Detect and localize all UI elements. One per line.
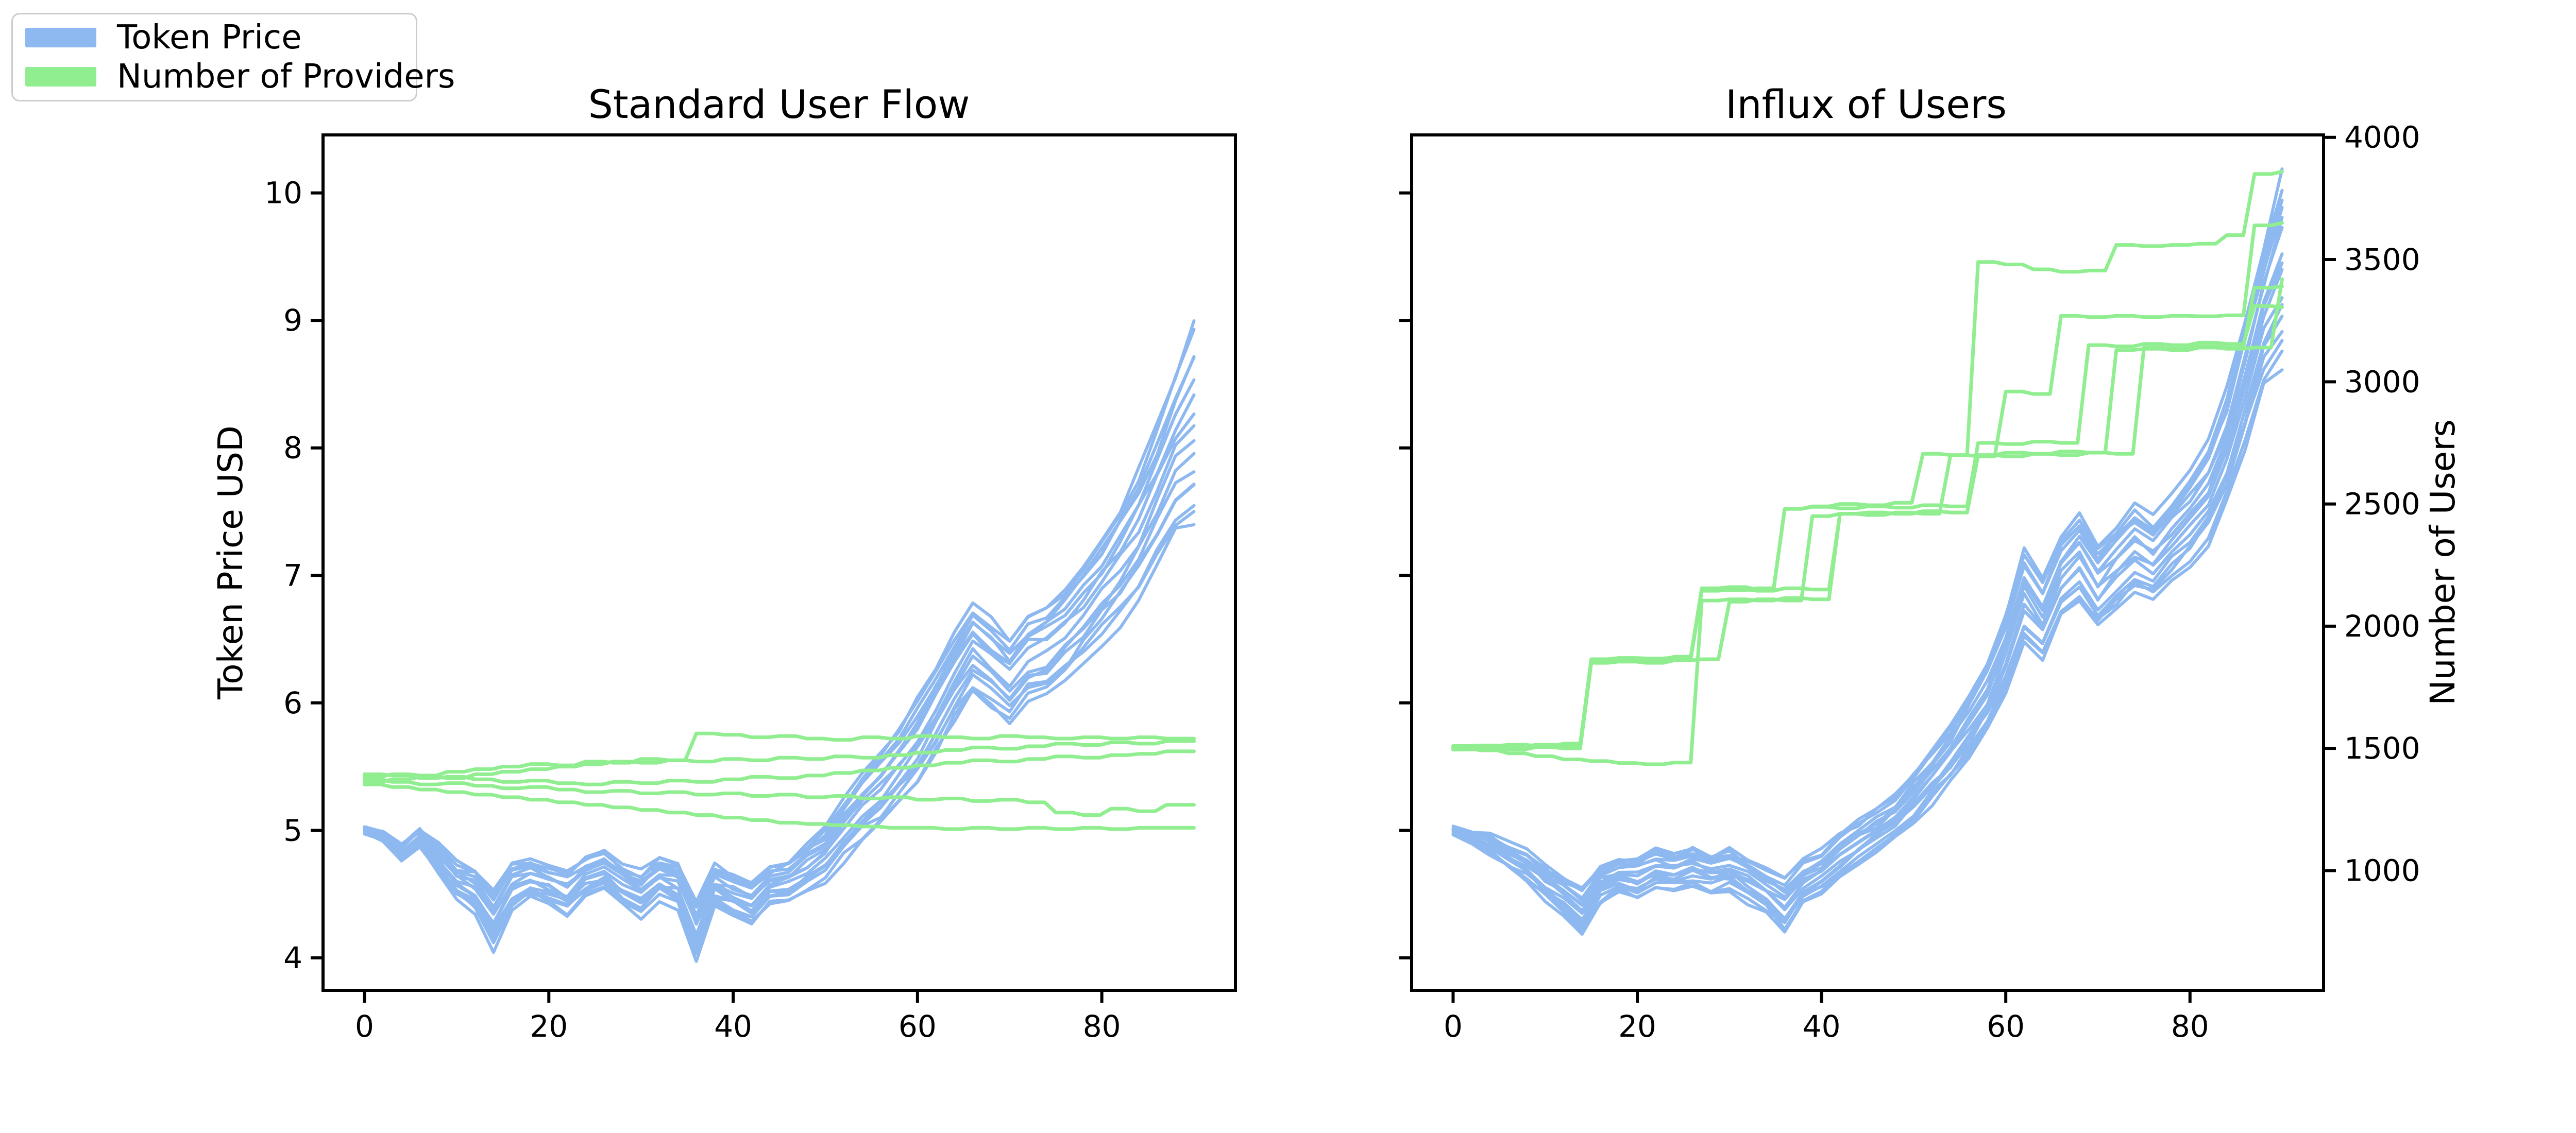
legend-item-token-price: Token Price (25, 19, 403, 57)
x-tick-label: 60 (1987, 1009, 2025, 1044)
x-axis-ticks: 0 20 40 60 80 (1444, 990, 2209, 1044)
token-price-line (1451, 252, 2284, 907)
y-tick-label: 1500 (2344, 731, 2420, 766)
token-price-line (363, 510, 1196, 955)
y-tick-label: 8 (283, 431, 302, 466)
token-price-line (363, 439, 1196, 937)
y-tick-label: 2500 (2344, 487, 2420, 522)
legend-label: Number of Providers (117, 58, 455, 96)
token-price-swatch-icon (25, 28, 96, 47)
token-price-line (1451, 349, 2284, 936)
legend: Token Price Number of Providers (11, 13, 455, 101)
providers-lines (1451, 169, 2284, 766)
providers-line (363, 777, 1196, 817)
token-price-line (363, 483, 1196, 947)
x-tick-label: 0 (355, 1009, 374, 1044)
y-axis-ticks-left (1399, 191, 1412, 959)
y-tick-label: 4000 (2344, 120, 2420, 155)
y-tick-label: 6 (283, 685, 302, 720)
axes-spines (1410, 133, 2325, 992)
left-chart-title: Standard User Flow (588, 81, 970, 127)
y-tick-label: 10 (264, 176, 302, 211)
providers-line (1451, 284, 2284, 766)
token-price-line (363, 483, 1196, 948)
token-price-line (1451, 198, 2284, 891)
x-tick-label: 20 (1618, 1009, 1656, 1044)
providers-line (363, 749, 1196, 786)
legend-item-number-of-providers: Number of Providers (25, 58, 455, 96)
right-y-axis-label: Number of Users (2423, 419, 2463, 706)
x-tick-label: 40 (714, 1009, 752, 1044)
token-price-line (1451, 368, 2284, 934)
providers-line (363, 731, 1196, 779)
right-chart-title: Influx of Users (1725, 81, 2007, 127)
token-price-line (363, 378, 1196, 918)
y-tick-label: 5 (283, 813, 302, 848)
token-price-line (1451, 226, 2284, 900)
token-price-lines (363, 319, 1196, 963)
y-tick-label: 7 (283, 558, 302, 593)
x-tick-label: 20 (530, 1009, 568, 1044)
axes-spines (321, 133, 1237, 992)
y-tick-label: 9 (283, 303, 302, 338)
x-tick-label: 80 (1083, 1009, 1121, 1044)
right-plot-area: 0 20 40 60 80 1000 1500 2000 2500 3000 3500 4000 (1399, 120, 2420, 1044)
y-tick-label: 3500 (2344, 242, 2420, 277)
providers-line (363, 739, 1196, 784)
providers-swatch-icon (25, 67, 96, 87)
y-tick-label: 4 (283, 940, 302, 975)
token-price-line (1451, 296, 2284, 915)
y-axis-ticks-right: 1000 1500 2000 2500 3000 3500 4000 (2324, 120, 2420, 888)
token-price-line (363, 319, 1196, 904)
y-axis-ticks-left: 4 5 6 7 8 9 10 (264, 176, 323, 975)
token-price-line (1451, 339, 2284, 933)
token-price-line (363, 356, 1196, 904)
x-tick-label: 0 (1444, 1009, 1463, 1044)
y-tick-label: 3000 (2344, 364, 2420, 399)
providers-line (1451, 221, 2284, 751)
token-price-line (363, 393, 1196, 920)
providers-lines (363, 731, 1196, 831)
left-y-axis-label: Token Price USD (211, 425, 250, 699)
x-tick-label: 40 (1803, 1009, 1841, 1044)
y-tick-label: 2000 (2344, 609, 2420, 644)
x-tick-label: 80 (2171, 1009, 2209, 1044)
token-price-line (1451, 167, 2284, 892)
token-price-line (363, 412, 1196, 926)
legend-label: Token Price (117, 19, 302, 57)
x-axis-ticks: 0 20 40 60 80 (355, 990, 1121, 1044)
y-tick-label: 1000 (2344, 853, 2420, 888)
token-price-line (1451, 330, 2284, 930)
token-price-line (1451, 188, 2284, 890)
providers-line (1451, 304, 2284, 748)
providers-line (1451, 169, 2284, 750)
token-price-lines (1451, 167, 2284, 936)
x-tick-label: 60 (899, 1009, 937, 1044)
providers-line (363, 782, 1196, 831)
left-plot-area: 0 20 40 60 80 4 5 6 7 8 9 10 (264, 133, 1237, 1044)
token-price-line (363, 355, 1196, 917)
